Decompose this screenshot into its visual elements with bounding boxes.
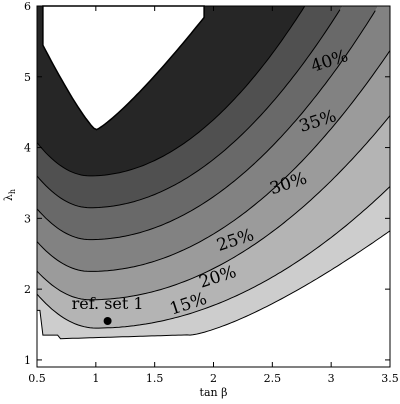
reference-point-group: ref. set 1 [72,294,144,325]
allowed-region-boundary [36,5,391,368]
band-30 [37,6,390,272]
y-axis-label-subscript: h [8,189,17,194]
reference-point-label: ref. set 1 [72,294,144,313]
y-axis-label: λh [2,189,17,201]
band-35 [37,6,390,240]
contour-lines [36,5,391,329]
band-40 [37,6,390,208]
y-tick-label: 2 [24,283,31,296]
contour-bands [37,6,390,339]
band-15 [37,186,390,339]
x-axis-label: tan β [200,386,228,399]
contour-line [36,50,391,272]
y-axis-label-main: λ [2,194,15,201]
x-tick-label: 1.5 [146,372,164,385]
x-tick-label: 3 [328,372,335,385]
band-25 [37,50,390,300]
axis-ticks [36,5,391,367]
x-tick-label: 2.5 [264,372,282,385]
x-tick-label: 2 [210,372,217,385]
contour-line [36,115,391,301]
contour-line [36,10,376,241]
axis-tick-labels: 0.5 1 1.5 2 2.5 3 3.5 1 2 3 4 5 6 [24,0,399,385]
y-tick-label: 1 [24,354,31,367]
forbidden-region-top [42,5,205,131]
forbidden-region-bottom [36,229,391,368]
x-tick-label: 0.5 [28,372,46,385]
y-tick-label: 3 [24,212,31,225]
contour-line [36,186,391,329]
reference-point-marker [103,316,112,325]
y-tick-label: 5 [24,71,31,84]
contour-line [36,5,306,177]
x-tick-label: 1 [92,372,99,385]
y-tick-label: 6 [24,0,31,13]
y-tick-label: 4 [24,142,31,155]
contour-line [36,9,341,209]
x-tick-label: 3.5 [381,372,399,385]
band-20 [37,115,390,329]
